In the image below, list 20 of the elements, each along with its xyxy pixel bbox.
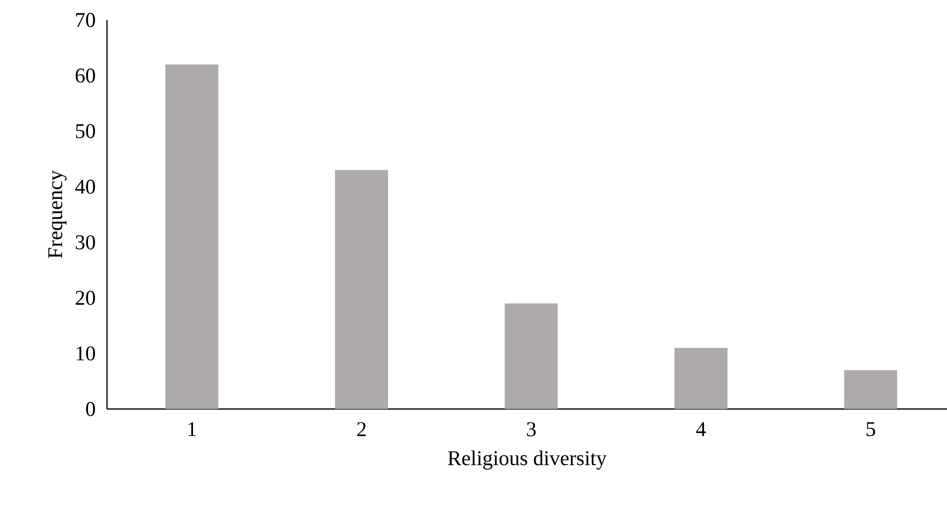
x-tick-label: 5 xyxy=(866,422,876,436)
y-tick-label: 50 xyxy=(76,124,96,138)
bar xyxy=(335,170,388,409)
y-tick-label: 70 xyxy=(76,12,96,28)
y-tick-label: 30 xyxy=(76,235,96,250)
bar xyxy=(165,64,218,409)
y-axis-title: Frequency xyxy=(48,170,67,258)
x-tick-label: 3 xyxy=(527,422,536,436)
y-tick-label: 20 xyxy=(76,290,96,305)
x-axis-title: Religious diversity xyxy=(448,450,607,470)
y-tick-label: 40 xyxy=(75,180,96,194)
x-tick-label: 1 xyxy=(188,422,196,436)
bar xyxy=(674,348,728,409)
x-tick-label: 2 xyxy=(357,422,366,436)
bar xyxy=(844,370,898,409)
y-tick-label: 10 xyxy=(76,346,96,361)
bar xyxy=(504,303,558,409)
x-tick-label: 4 xyxy=(696,422,706,436)
y-tick-label: 0 xyxy=(86,402,96,416)
y-tick-label: 60 xyxy=(76,68,96,83)
